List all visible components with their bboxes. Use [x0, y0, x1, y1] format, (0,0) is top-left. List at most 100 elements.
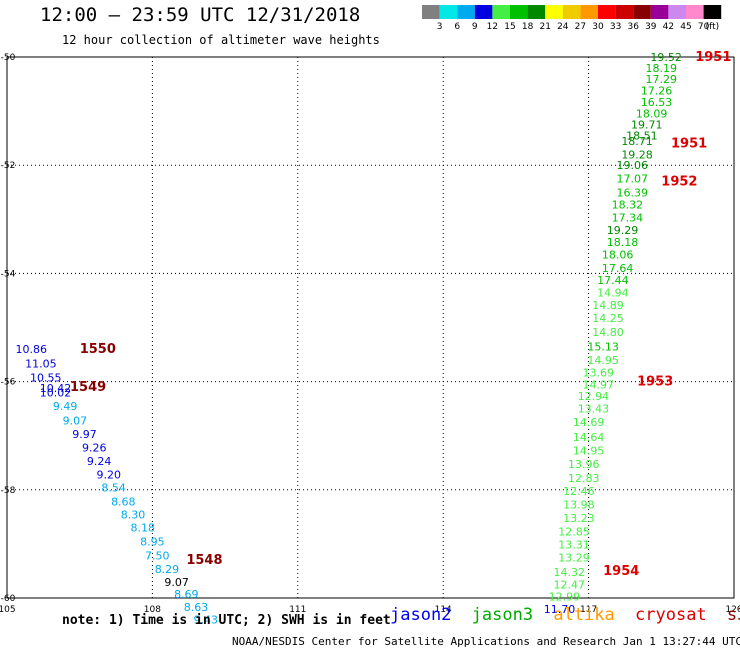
- legend-swatch: [650, 5, 669, 19]
- wave-height-label: 17.29: [646, 73, 678, 86]
- footer-note: note: 1) Time is in UTC; 2) SWH is in fe…: [62, 613, 391, 628]
- wave-height-label: 14.69: [573, 416, 605, 429]
- legend-bin-label: 45: [680, 22, 691, 32]
- wave-height-label: 8.63: [184, 601, 209, 614]
- wave-height-label: 18.32: [612, 199, 644, 212]
- legend-bin-label: 18: [522, 22, 534, 32]
- wave-height-label: 17.64: [602, 262, 634, 275]
- wave-height-label: 14.95: [587, 354, 619, 367]
- wave-height-label: 12.83: [568, 472, 600, 485]
- wave-height-label: 11.05: [25, 358, 57, 371]
- pass-time-labels: 1951 1951 1952 1953 1954 1550 1549 1548: [70, 50, 731, 579]
- wave-height-label: 13.23: [563, 512, 595, 525]
- wave-height-label: 12.46: [563, 485, 595, 498]
- legend-bin-label: 3: [437, 22, 443, 32]
- pass-time-label: 1550: [80, 342, 116, 357]
- data-labels: 19.5218.1917.2917.2616.5318.0919.7118.51…: [15, 51, 681, 627]
- wave-height-label: 9.24: [87, 455, 112, 468]
- legend-bin-label: 15: [504, 22, 515, 32]
- wave-height-label: 8.30: [121, 509, 146, 522]
- wave-height-label: 14.25: [592, 312, 624, 325]
- legend-bin-label: 70: [698, 22, 710, 32]
- y-tick-label: -58: [1, 486, 16, 496]
- wave-height-label: 10.86: [15, 343, 47, 356]
- legend-swatch: [545, 5, 563, 19]
- wave-height-label: 16.39: [616, 186, 648, 199]
- pass-time-label: 1952: [661, 174, 697, 189]
- satellite-legend: jason2 jason3 altika cryosat s3a: [390, 605, 740, 625]
- wave-height-label: 10.55: [30, 371, 62, 384]
- legend-swatch: [492, 5, 510, 19]
- legend-swatch: [474, 5, 493, 19]
- wave-height-label: 9.20: [97, 469, 122, 482]
- wave-height-label: 13.98: [563, 498, 595, 511]
- y-tick-label: -60: [1, 594, 16, 604]
- legend-swatch: [422, 5, 440, 19]
- wave-height-label: 11.70: [544, 603, 576, 616]
- wave-height-label: 9.07: [63, 415, 88, 428]
- legend-bin-label: 36: [627, 22, 639, 32]
- satellite-s3a: s3a: [726, 605, 740, 625]
- wave-height-label: 8.68: [111, 496, 136, 509]
- wave-height-label: 17.26: [641, 85, 673, 98]
- legend-swatch: [510, 5, 528, 19]
- plot-frame: [6, 56, 735, 599]
- legend-swatch: [580, 5, 598, 19]
- wave-height-label: 13.29: [558, 551, 590, 564]
- x-tick-label: 120: [725, 605, 740, 615]
- wave-height-label: 9.07: [164, 576, 189, 589]
- pass-time-label: 1549: [70, 380, 106, 395]
- legend-bin-label: 39: [645, 22, 657, 32]
- wave-height-label: 18.71: [621, 135, 653, 148]
- y-axis-ticks: -50 -52 -54 -56 -58 -60: [1, 53, 16, 604]
- wave-height-label: 12.94: [578, 390, 610, 403]
- wave-height-label: 9.49: [53, 400, 78, 413]
- wave-height-label: 10.42: [40, 382, 72, 395]
- pass-time-label: 1951: [671, 137, 707, 152]
- wave-height-label: 14.95: [573, 444, 605, 457]
- y-tick-label: -50: [1, 53, 16, 63]
- wave-height-label: 9.26: [82, 442, 107, 455]
- wave-height-label: 18.09: [636, 107, 668, 120]
- wave-height-label: 8.54: [101, 482, 126, 495]
- wave-height-label: 7.50: [145, 549, 170, 562]
- x-tick-label: 117: [580, 605, 597, 615]
- wave-height-label: 18.06: [602, 248, 634, 261]
- satellite-jason3: jason3: [471, 605, 534, 625]
- wave-height-label: 13.96: [568, 458, 600, 471]
- wave-height-label: 19.29: [607, 224, 639, 237]
- wave-height-label: 18.51: [626, 129, 658, 142]
- wave-height-label: 12.47: [553, 578, 585, 591]
- legend-bin-label: 30: [592, 22, 604, 32]
- wave-height-label: 19.06: [616, 159, 648, 172]
- satellite-cryosat: cryosat: [635, 605, 707, 625]
- color-legend: 3 6 9 12 15 18 21 24 27 30 33 36 39 42 45 70(ft): [422, 5, 722, 32]
- legend-swatch: [457, 5, 475, 19]
- legend-bin-label: 42: [663, 22, 674, 32]
- satellite-altika: altika: [553, 605, 615, 625]
- y-tick-label: -56: [1, 378, 16, 388]
- wave-height-label: 14.89: [592, 299, 624, 312]
- wave-height-label: 18.18: [607, 236, 639, 249]
- wave-height-label: 14.97: [583, 378, 615, 391]
- wave-height-label: 19.71: [631, 119, 663, 132]
- wave-height-label: 13.31: [558, 538, 590, 551]
- wave-height-label: 13.69: [583, 366, 615, 379]
- legend-bin-label: 24: [557, 22, 569, 32]
- legend-bin-label: 33: [610, 22, 621, 32]
- legend-bin-label: 27: [575, 22, 586, 32]
- wave-height-label: 14.64: [573, 431, 605, 444]
- chart-subtitle: 12 hour collection of altimeter wave hei…: [62, 33, 380, 47]
- legend-bin-label: 12: [487, 22, 498, 32]
- x-tick-label: 108: [144, 605, 161, 615]
- wave-height-label: 15.13: [587, 340, 619, 353]
- legend-swatch: [703, 5, 722, 19]
- wave-height-label: 8.29: [155, 563, 180, 576]
- wave-height-label: 17.07: [616, 173, 648, 186]
- wave-height-label: 8.95: [140, 536, 165, 549]
- pass-time-label: 1548: [186, 553, 222, 568]
- wave-height-label: 12.99: [549, 590, 581, 603]
- y-tick-label: -52: [1, 161, 16, 171]
- pass-time-label: 1953: [637, 375, 673, 390]
- wave-height-label: 9.97: [72, 428, 97, 441]
